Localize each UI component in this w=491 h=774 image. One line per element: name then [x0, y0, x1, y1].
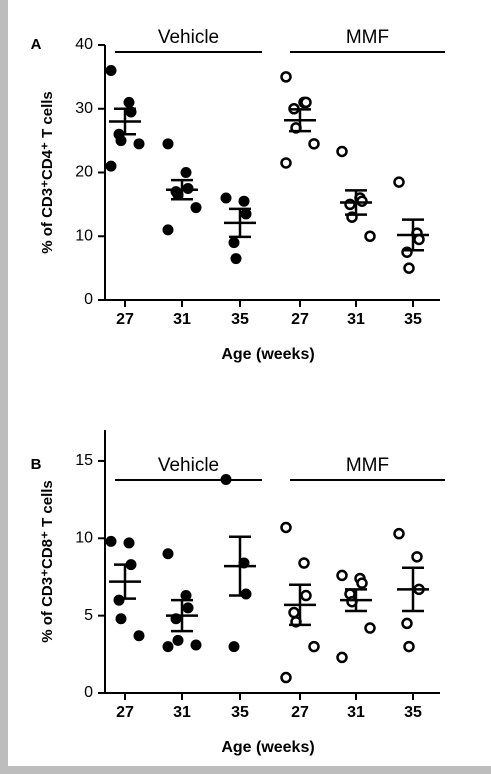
y-tick-label: 20 [75, 164, 93, 181]
group-label: Vehicle [158, 27, 219, 48]
x-axis-label: Age (weeks) [221, 346, 314, 363]
data-point [228, 641, 240, 653]
data-point [280, 71, 292, 83]
y-tick-label: 10 [75, 227, 93, 244]
group-label: Vehicle [158, 455, 219, 476]
data-point [133, 630, 145, 642]
data-point [238, 195, 250, 207]
data-point [182, 182, 194, 194]
page-border [0, 766, 491, 774]
y-tick-label: 15 [75, 452, 93, 469]
x-tick-label: 31 [347, 311, 365, 328]
x-tick-label: 35 [231, 704, 249, 721]
data-point [411, 551, 423, 563]
data-point [413, 233, 425, 246]
data-point [190, 202, 202, 214]
data-point [182, 602, 194, 614]
x-tick-label: 27 [116, 704, 134, 721]
x-tick-label: 27 [116, 311, 134, 328]
data-point [240, 208, 252, 220]
data-point [123, 96, 135, 108]
data-point [356, 577, 368, 589]
data-point [300, 96, 312, 109]
x-tick-label: 31 [347, 704, 365, 721]
data-point [180, 590, 192, 602]
x-tick-label: 27 [291, 704, 309, 721]
data-point [115, 135, 127, 147]
data-point [300, 589, 312, 602]
panel-label: B [31, 456, 42, 473]
data-point [162, 641, 174, 653]
x-tick-label: 35 [231, 311, 249, 328]
data-point [336, 651, 348, 664]
data-point [172, 634, 184, 646]
data-point [393, 176, 405, 188]
y-tick-label: 40 [75, 36, 93, 53]
data-point [105, 65, 117, 76]
data-point [180, 167, 192, 178]
data-point [280, 671, 292, 684]
data-point [220, 192, 232, 204]
data-point [401, 617, 413, 630]
y-axis-label: % of CD3⁺CD4⁺ T cells [39, 91, 56, 254]
data-point [162, 224, 174, 236]
data-point [105, 160, 117, 172]
data-point [162, 548, 174, 560]
y-axis-label: % of CD3⁺CD8⁺ T cells [39, 480, 56, 643]
data-point [228, 237, 240, 249]
panel-label: A [31, 36, 42, 53]
data-point [308, 138, 320, 150]
data-point [190, 639, 202, 651]
data-point [123, 537, 135, 549]
data-point [298, 557, 310, 569]
page-border [0, 0, 8, 774]
data-point [115, 613, 127, 625]
x-tick-label: 35 [404, 704, 422, 721]
data-point [288, 606, 300, 619]
data-point [364, 230, 376, 242]
data-point [280, 157, 292, 169]
data-point [403, 262, 415, 274]
data-point [280, 521, 292, 534]
y-tick-label: 10 [75, 530, 93, 547]
group-label: MMF [346, 27, 389, 48]
y-tick-label: 0 [84, 291, 93, 308]
data-point [220, 474, 232, 486]
data-point [105, 535, 117, 547]
data-point [336, 569, 348, 582]
data-point [162, 138, 174, 150]
data-point [356, 195, 368, 207]
y-tick-label: 0 [84, 684, 93, 701]
data-point [364, 622, 376, 634]
data-point [113, 594, 125, 606]
data-point [133, 138, 145, 150]
x-tick-label: 35 [404, 311, 422, 328]
y-tick-label: 5 [84, 607, 93, 624]
x-axis-label: Age (weeks) [221, 739, 314, 756]
data-point [393, 527, 405, 540]
x-tick-label: 31 [173, 704, 191, 721]
y-tick-label: 30 [75, 100, 93, 117]
x-tick-label: 31 [173, 311, 191, 328]
group-label: MMF [346, 455, 389, 476]
data-point [240, 588, 252, 600]
data-point [308, 640, 320, 653]
data-point [230, 253, 242, 265]
x-tick-label: 27 [291, 311, 309, 328]
data-point [403, 640, 415, 653]
data-point [336, 145, 348, 158]
